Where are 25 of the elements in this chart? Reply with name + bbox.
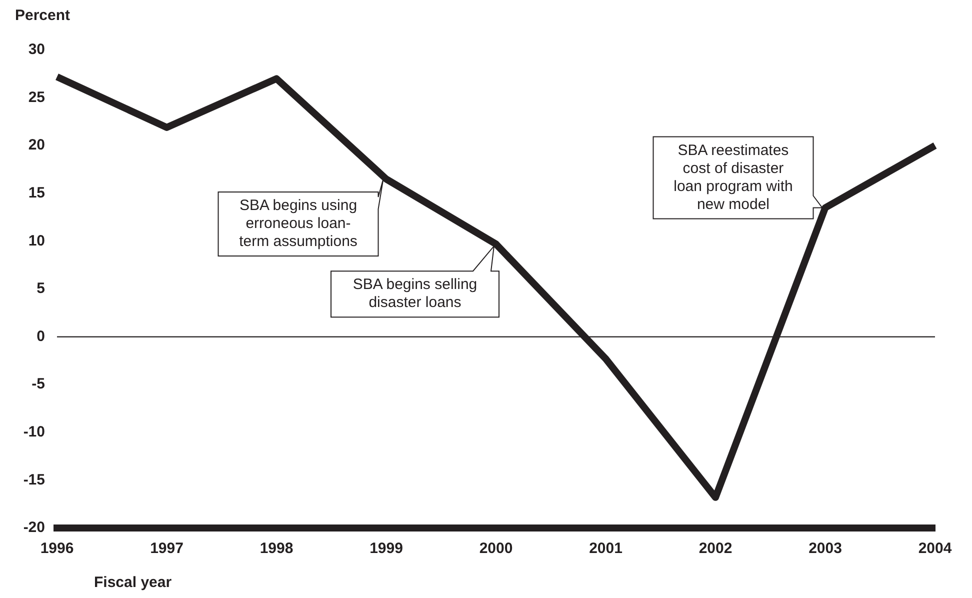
annotation: SBA reestimates cost of disaster loan program with new model [672, 142, 794, 214]
y-axis-title: Percent [15, 7, 70, 24]
annotation: SBA begins selling disaster loans [352, 276, 478, 312]
y-tick-label: -10 [23, 424, 45, 441]
x-tick-label: 2004 [918, 540, 952, 558]
y-tick-label: 20 [28, 136, 45, 154]
x-tick-label: 1996 [40, 540, 74, 558]
x-tick-label: 2001 [589, 540, 622, 558]
y-tick-label: 25 [28, 88, 45, 106]
y-tick-label: 5 [36, 280, 45, 298]
y-tick-label: 0 [36, 328, 45, 345]
x-tick-label: 2000 [479, 540, 513, 558]
y-tick-label: 15 [28, 184, 45, 202]
y-tick-label: 30 [28, 41, 45, 58]
x-tick-label: 1999 [370, 540, 403, 558]
y-tick-label: -5 [32, 376, 45, 393]
x-tick-label: 1998 [260, 540, 294, 558]
y-tick-label: -15 [23, 471, 45, 488]
annotation: SBA begins using erroneous loan-term assumptions [238, 197, 358, 252]
x-tick-label: 2003 [808, 540, 842, 558]
x-axis-title: Fiscal year [94, 574, 172, 591]
x-tick-label: 2002 [698, 540, 732, 558]
y-tick-label: 10 [28, 232, 45, 250]
x-tick-label: 1997 [150, 540, 184, 558]
y-tick-label: -20 [23, 519, 45, 536]
